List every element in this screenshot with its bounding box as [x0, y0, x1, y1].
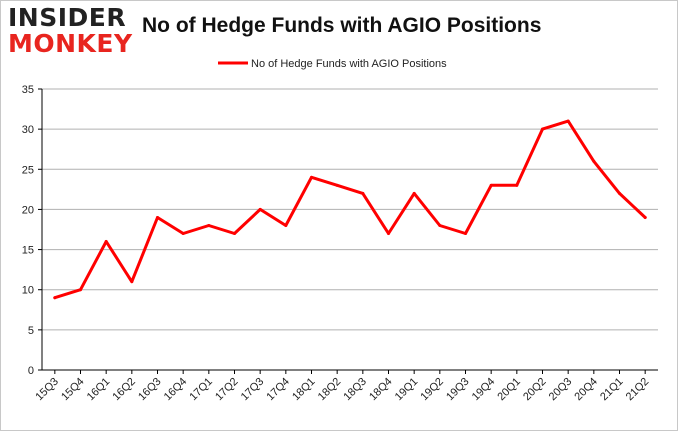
x-tick-label-17Q3: 17Q3	[239, 376, 267, 404]
x-tick-label-19Q2: 19Q2	[418, 376, 446, 404]
data-point-18Q2	[335, 183, 339, 187]
data-point-18Q1	[310, 175, 313, 179]
y-tick-label-5: 5	[28, 325, 34, 337]
x-tick-label-19Q4: 19Q4	[470, 376, 498, 404]
data-point-20Q3	[566, 119, 570, 123]
logo-line-monkey: MONKEY	[8, 29, 133, 58]
chart-title: No of Hedge Funds with AGIO Positions	[142, 14, 542, 37]
data-point-20Q1	[515, 183, 519, 187]
y-tick-label-0: 0	[28, 365, 34, 377]
x-tick-label-18Q3: 18Q3	[341, 376, 369, 404]
x-tick-label-17Q2: 17Q2	[213, 376, 241, 404]
data-point-17Q2	[233, 232, 236, 236]
x-tick-label-19Q1: 19Q1	[393, 376, 421, 404]
insider-monkey-logo: INSIDER MONKEY	[8, 3, 132, 57]
data-point-16Q1	[104, 240, 108, 244]
x-tick-label-17Q4: 17Q4	[264, 376, 292, 404]
x-tick-label-20Q3: 20Q3	[547, 376, 575, 404]
x-tick-label-16Q2: 16Q2	[110, 376, 138, 404]
data-point-21Q1	[618, 191, 621, 195]
legend-label: No of Hedge Funds with AGIO Positions	[251, 58, 447, 70]
x-tick-label-21Q2: 21Q2	[624, 376, 652, 404]
x-tick-label-20Q1: 20Q1	[495, 376, 523, 404]
data-point-17Q3	[258, 207, 262, 211]
data-point-19Q4	[489, 183, 493, 187]
x-tick-label-16Q1: 16Q1	[85, 376, 113, 404]
y-tick-label-25: 25	[22, 164, 34, 176]
y-tick-label-30: 30	[22, 124, 34, 136]
y-tick-label-35: 35	[22, 84, 34, 96]
data-point-20Q2	[541, 127, 544, 131]
x-tick-label-20Q4: 20Q4	[572, 376, 600, 404]
x-tick-label-16Q3: 16Q3	[136, 376, 164, 404]
data-point-17Q4	[284, 223, 288, 227]
data-point-15Q3	[53, 296, 57, 300]
data-point-16Q2	[130, 280, 134, 284]
data-point-15Q4	[79, 288, 82, 292]
data-point-19Q2	[438, 223, 442, 227]
x-tick-label-19Q3: 19Q3	[444, 376, 472, 404]
x-tick-label-16Q4: 16Q4	[162, 376, 190, 404]
x-tick-label-15Q3: 15Q3	[33, 376, 61, 404]
logo-line-insider: INSIDER	[8, 3, 127, 32]
y-tick-label-15: 15	[22, 245, 34, 257]
data-point-18Q4	[387, 232, 390, 236]
x-tick-label-15Q4: 15Q4	[59, 376, 87, 404]
y-tick-label-10: 10	[22, 285, 34, 297]
x-tick-label-18Q1: 18Q1	[290, 376, 318, 404]
series-line-0	[53, 119, 647, 300]
x-tick-label-20Q2: 20Q2	[521, 376, 549, 404]
data-point-19Q3	[464, 232, 467, 236]
x-tick-label-18Q4: 18Q4	[367, 376, 395, 404]
x-tick-label-18Q2: 18Q2	[316, 376, 344, 404]
data-point-21Q2	[643, 215, 647, 219]
data-point-20Q4	[592, 159, 596, 163]
x-tick-label-17Q1: 17Q1	[187, 376, 215, 404]
data-point-16Q3	[156, 215, 159, 219]
y-tick-label-20: 20	[22, 204, 34, 216]
data-point-16Q4	[181, 232, 185, 236]
data-point-19Q1	[412, 191, 416, 195]
data-point-18Q3	[361, 191, 365, 195]
data-point-17Q1	[207, 223, 211, 227]
x-tick-label-21Q1: 21Q1	[598, 376, 626, 404]
